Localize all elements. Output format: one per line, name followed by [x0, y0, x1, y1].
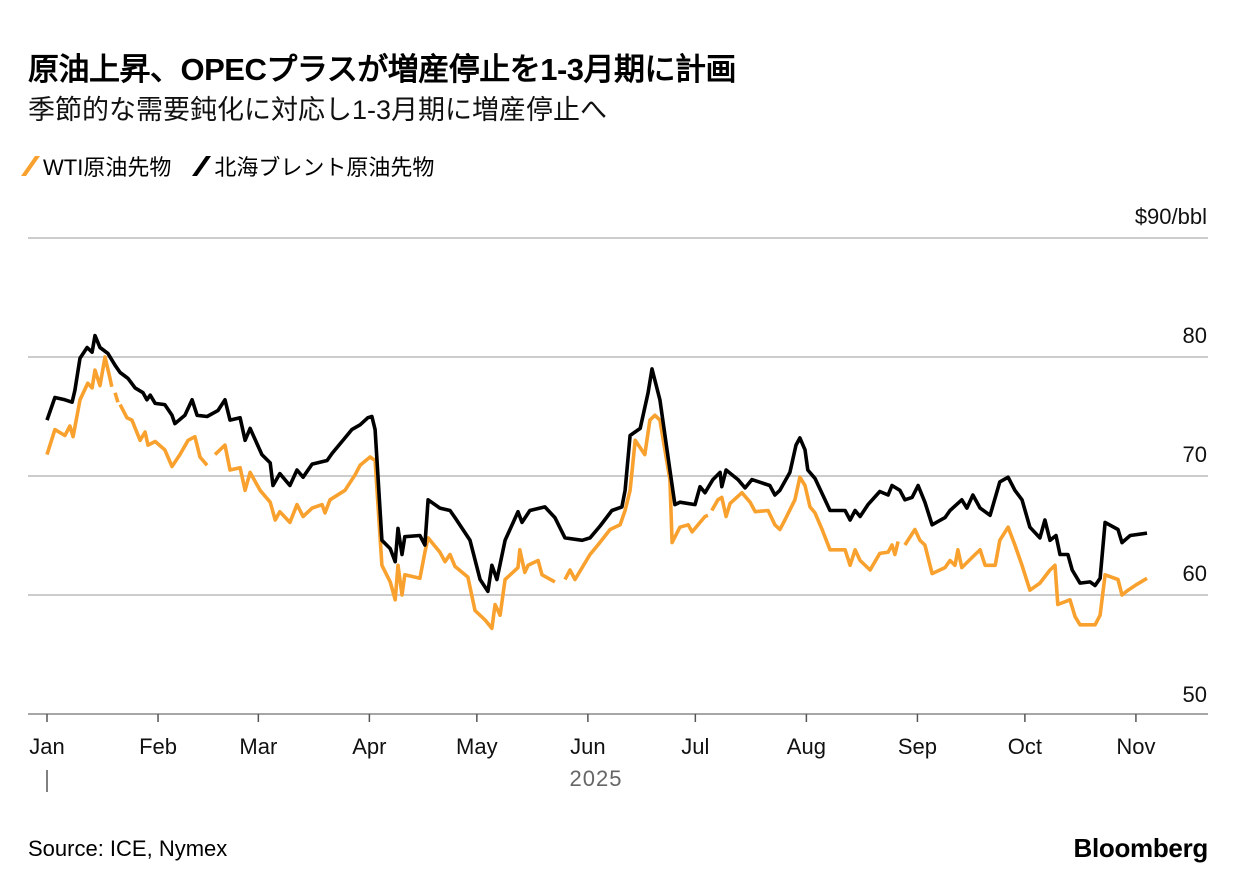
- x-tick-label: Feb: [139, 734, 177, 759]
- y-tick-label: 60: [1183, 561, 1207, 586]
- x-tick-label: May: [456, 734, 498, 759]
- x-tick-label: Apr: [352, 734, 386, 759]
- wti-line: [213, 443, 556, 631]
- x-tick-label: Jan: [29, 734, 64, 759]
- legend-item-wti: WTI原油先物: [20, 150, 172, 182]
- bloomberg-logo: Bloomberg: [1073, 833, 1208, 863]
- x-tick-label: Aug: [787, 734, 826, 759]
- wti-line: [903, 525, 1148, 627]
- x-tick-label: Jun: [570, 734, 605, 759]
- y-tick-label: 80: [1183, 323, 1207, 348]
- wti-line: [710, 475, 900, 572]
- x-tick-label: Nov: [1116, 734, 1155, 759]
- source-note: Source: ICE, Nymex: [28, 836, 228, 861]
- y-tick-label: $90/bbl: [1135, 204, 1207, 229]
- y-tick-label: 70: [1183, 442, 1207, 467]
- legend-label-wti: WTI原油先物: [43, 155, 172, 180]
- y-tick-label: 50: [1183, 682, 1207, 707]
- legend: WTI原油先物 北海ブレント原油先物: [20, 150, 435, 182]
- x-tick-label: Sep: [898, 734, 937, 759]
- chart-title: 原油上昇、OPECプラスが増産停止を1-3月期に計画: [28, 52, 737, 87]
- wti-line: [45, 355, 114, 456]
- x-tick-label: Oct: [1008, 734, 1042, 759]
- x-axis-year-label: 2025: [570, 766, 623, 791]
- wti-line: [113, 392, 120, 403]
- x-tick-label: Mar: [239, 734, 277, 759]
- brent-line: [45, 333, 1148, 594]
- chart-subtitle: 季節的な需要鈍化に対応し1-3月期に増産停止へ: [28, 95, 608, 125]
- x-tick-label: Jul: [681, 734, 709, 759]
- wti-line: [118, 403, 209, 469]
- legend-item-brent: 北海ブレント原油先物: [192, 150, 435, 182]
- wti-line: [563, 413, 709, 582]
- legend-label-brent: 北海ブレント原油先物: [214, 155, 435, 180]
